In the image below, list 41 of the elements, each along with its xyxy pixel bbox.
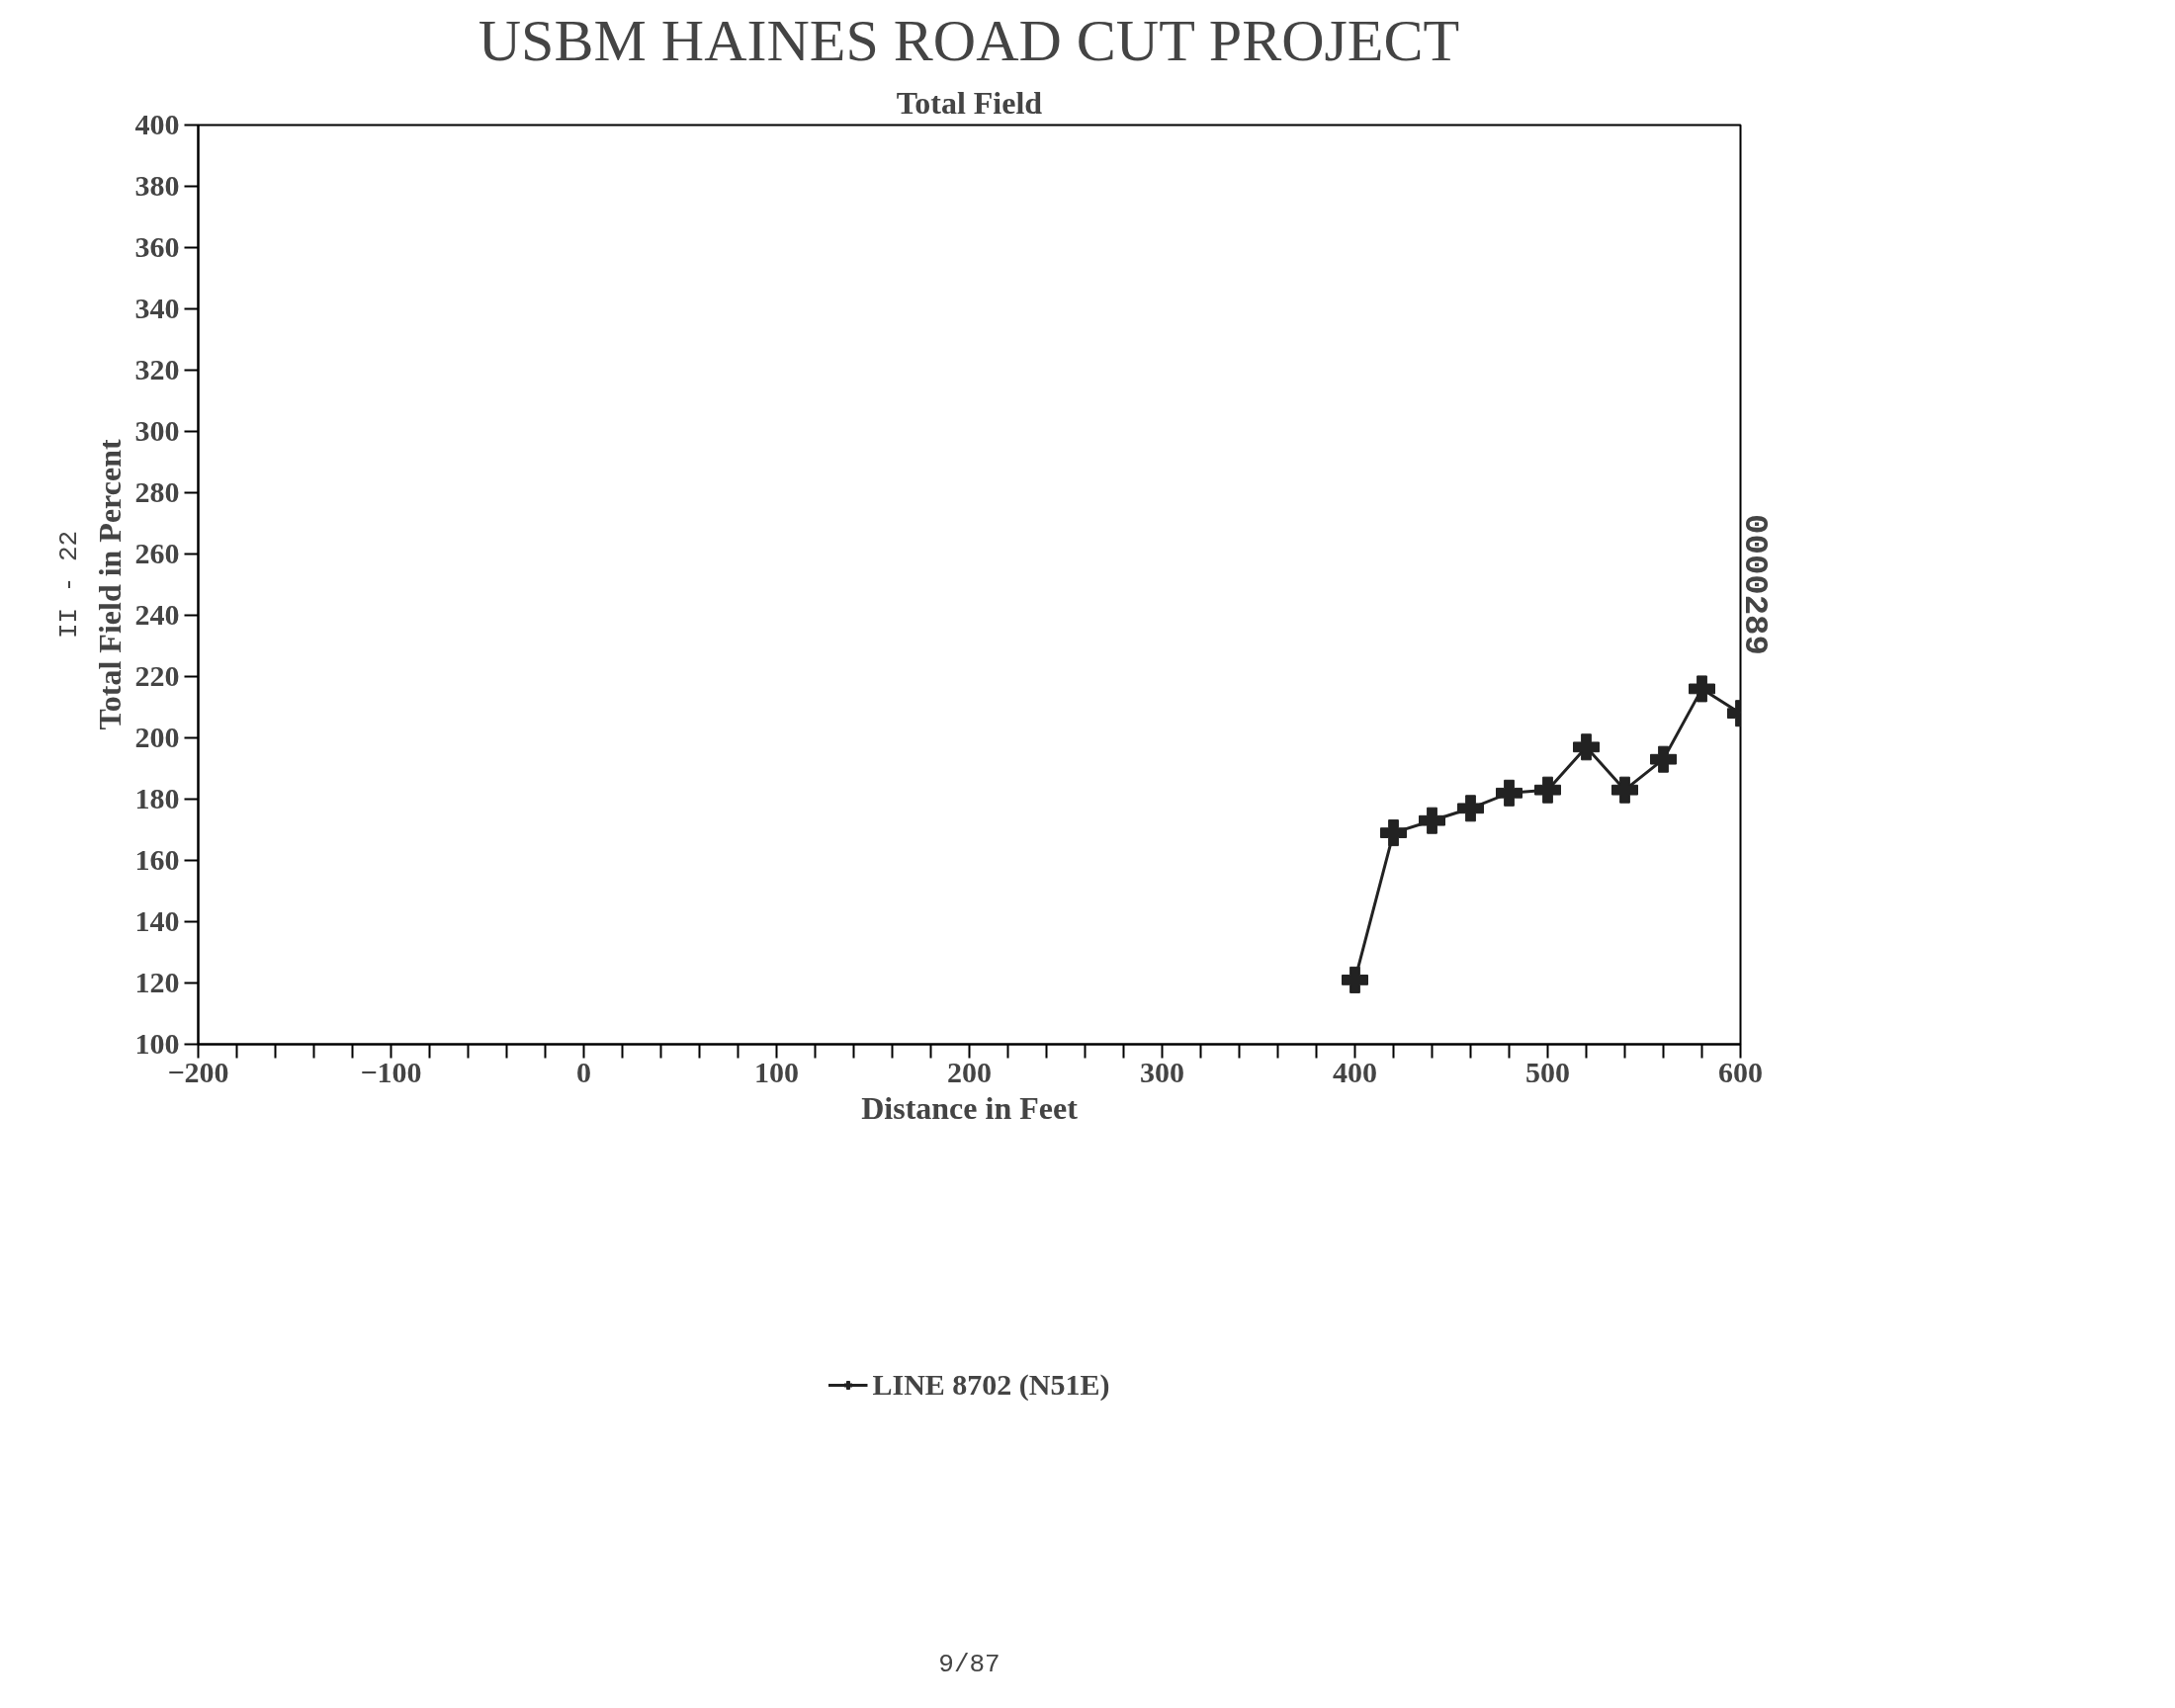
chart-subtitle: Total Field xyxy=(896,84,1043,121)
y-tick-label: 300 xyxy=(134,414,180,447)
y-tick-label: 180 xyxy=(134,782,180,814)
y-tick-label: 200 xyxy=(134,721,180,753)
y-tick-label: 260 xyxy=(134,537,180,569)
y-tick-label: 120 xyxy=(134,966,180,998)
y-tick-label: 220 xyxy=(134,659,180,692)
point xyxy=(1419,807,1445,834)
x-tick-label: 300 xyxy=(1140,1055,1184,1088)
x-tick-label: 400 xyxy=(1333,1055,1377,1088)
point xyxy=(1457,795,1484,822)
y-tick-label: 320 xyxy=(134,353,180,385)
x-tick-label: 500 xyxy=(1525,1055,1570,1088)
y-tick-label: 280 xyxy=(134,475,180,508)
x-tick-label: 0 xyxy=(576,1055,591,1088)
point xyxy=(1689,675,1715,703)
point xyxy=(1342,966,1368,993)
y-tick-label: 400 xyxy=(134,108,180,140)
text: II - 22 xyxy=(53,530,84,640)
annotation: 0000289 xyxy=(1735,514,1774,655)
point xyxy=(1496,779,1522,807)
point xyxy=(1650,745,1677,773)
point xyxy=(1380,819,1407,847)
legend-label: LINE 8702 (N51E) xyxy=(872,1368,1110,1402)
point xyxy=(1611,776,1638,804)
y-axis-title: Total Field in Percent xyxy=(91,439,128,730)
x-tick-label: 200 xyxy=(947,1055,992,1088)
y-tick-label: 140 xyxy=(134,904,180,937)
y-tick-label: 240 xyxy=(134,598,180,631)
chart-title: USBM HAINES ROAD CUT PROJECT xyxy=(478,7,1460,73)
y-tick-label: 380 xyxy=(134,169,180,202)
x-tick-label: 600 xyxy=(1718,1055,1763,1088)
x-tick-label: 100 xyxy=(754,1055,799,1088)
y-tick-label: 340 xyxy=(134,292,180,324)
point xyxy=(1573,733,1600,761)
x-axis-title: Distance in Feet xyxy=(861,1089,1079,1126)
point xyxy=(1534,776,1561,804)
y-tick-label: 160 xyxy=(134,843,180,876)
y-tick-label: 360 xyxy=(134,230,180,263)
text: 9/87 xyxy=(938,1649,1000,1679)
x-tick-label: −100 xyxy=(360,1055,422,1088)
